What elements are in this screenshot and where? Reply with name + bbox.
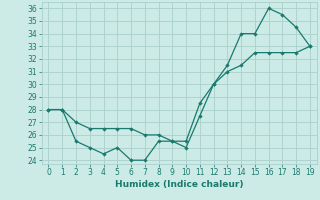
X-axis label: Humidex (Indice chaleur): Humidex (Indice chaleur): [115, 180, 244, 189]
